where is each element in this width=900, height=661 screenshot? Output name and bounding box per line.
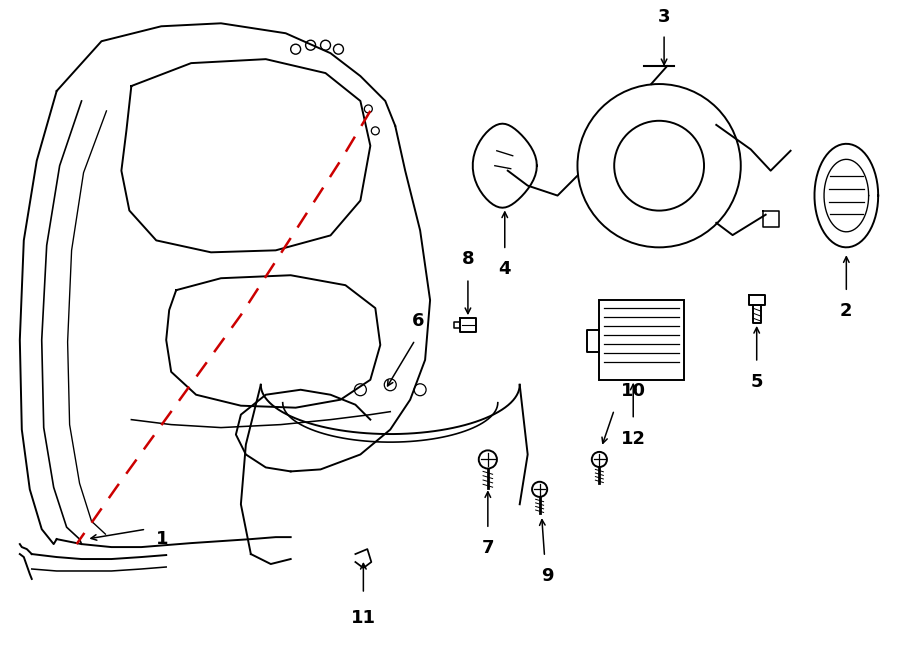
Bar (599, 300, 684, 380)
Text: 4: 4 (499, 260, 511, 278)
Text: 1: 1 (157, 530, 168, 548)
Text: 2: 2 (840, 302, 852, 320)
Text: 7: 7 (482, 539, 494, 557)
Text: 6: 6 (412, 312, 425, 330)
Text: 9: 9 (541, 567, 554, 585)
Text: 8: 8 (462, 251, 474, 268)
Text: 12: 12 (621, 430, 645, 447)
Text: 5: 5 (751, 373, 763, 391)
Text: 11: 11 (351, 609, 376, 627)
Text: 3: 3 (658, 9, 670, 26)
Text: 10: 10 (621, 381, 646, 400)
